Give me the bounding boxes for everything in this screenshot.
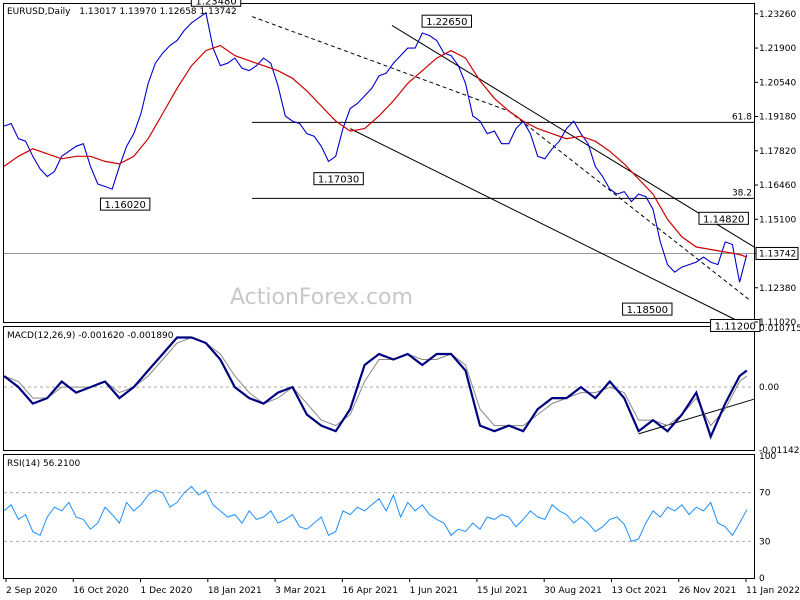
macd-signal-line: [3, 336, 748, 427]
x-tick-label: 1 Dec 2020: [141, 586, 193, 596]
macd-panel-frame: [3, 326, 755, 451]
price-annotation-box: [710, 318, 761, 332]
x-tick-label: 16 Oct 2020: [73, 586, 129, 596]
chart-title: EURUSD,Daily 1.13017 1.13970 1.12658 1.1…: [7, 7, 237, 17]
x-tick-label: 30 Aug 2021: [544, 586, 602, 596]
price-annotation-label: 1.23480: [195, 0, 236, 7]
x-tick-label: 16 Apr 2021: [342, 586, 398, 596]
trend-line: [391, 24, 755, 248]
macd-line: [3, 336, 748, 440]
price-y-tick-label: 1.23260: [759, 10, 796, 20]
macd-y-tick-label: 0.00: [759, 383, 779, 393]
price-y-tick-label: 1.19180: [759, 113, 796, 123]
x-tick-label: 15 Jul 2021: [477, 586, 528, 596]
price-annotation-label: 1.14820: [703, 214, 744, 225]
x-tick-label: 11 Jan 2022: [746, 586, 800, 596]
x-tick-label: 26 Nov 2021: [679, 586, 737, 596]
macd-y-tick-label: -0.011424: [759, 446, 800, 456]
rsi-panel-frame: [3, 454, 755, 579]
price-line: [3, 11, 748, 283]
rsi-y-tick-label: 0: [759, 574, 765, 584]
x-tick-label: 3 Mar 2021: [275, 586, 326, 596]
rsi-y-tick-label: 70: [759, 489, 771, 499]
price-annotation-box: [313, 172, 364, 186]
price-annotation-box: [190, 0, 242, 7]
price-y-tick-label: 1.16460: [759, 181, 796, 191]
price-y-tick-label: 1.20540: [759, 78, 796, 88]
fib-level-label: 61.8: [732, 112, 752, 122]
price-annotation-box: [421, 14, 472, 28]
macd-trend-line: [638, 398, 755, 435]
rsi-y-tick-label: 100: [759, 452, 776, 462]
price-annotation-box: [698, 211, 749, 225]
rsi-label: RSI(14) 56.2100: [7, 459, 80, 469]
trend-line: [349, 128, 740, 323]
price-annotation-box: [622, 302, 673, 316]
price-annotation-label: 1.17030: [318, 175, 359, 186]
trend-line: [508, 110, 752, 302]
watermark: ActionForex.com: [230, 285, 413, 310]
price-annotation-label: 1.22650: [426, 17, 467, 28]
macd-label: MACD(12,26,9) -0.001620 -0.001890: [7, 331, 174, 341]
price-y-tick-label: 1.11020: [759, 318, 796, 328]
trend-line: [251, 16, 509, 112]
price-y-tick-label: 1.15100: [759, 215, 796, 225]
x-tick-label: 13 Oct 2021: [611, 586, 667, 596]
current-price-box: [755, 246, 799, 260]
price-y-tick-label: 1.21900: [759, 44, 796, 54]
x-tick-label: 1 Jun 2021: [410, 586, 458, 596]
price-annotation-label: 1.16020: [104, 200, 145, 211]
price-y-tick-label: 1.12380: [759, 284, 796, 294]
price-annotation-label: 1.11200: [715, 321, 756, 332]
macd-y-tick-label: 0.010715: [759, 324, 800, 334]
x-tick-label: 2 Sep 2020: [6, 586, 58, 596]
price-y-tick-label: 1.13742: [759, 249, 796, 259]
ohlc-readout: 1.13017 1.13970 1.12658 1.13742: [79, 7, 236, 17]
price-annotation-box: [99, 197, 151, 211]
rsi-line: [3, 485, 748, 543]
rsi-y-tick-label: 30: [759, 537, 771, 547]
price-panel-frame: [3, 3, 755, 323]
fib-level-label: 38.2: [732, 188, 752, 198]
price-y-tick-label: 1.17820: [759, 147, 796, 157]
symbol-title: EURUSD,Daily: [7, 7, 71, 17]
x-tick-label: 18 Jan 2021: [208, 586, 262, 596]
moving-average-line: [3, 44, 747, 258]
price-annotation-label: 1.18500: [627, 305, 668, 316]
